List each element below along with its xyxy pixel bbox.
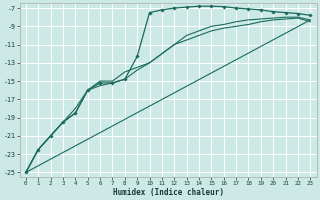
X-axis label: Humidex (Indice chaleur): Humidex (Indice chaleur) (113, 188, 224, 197)
